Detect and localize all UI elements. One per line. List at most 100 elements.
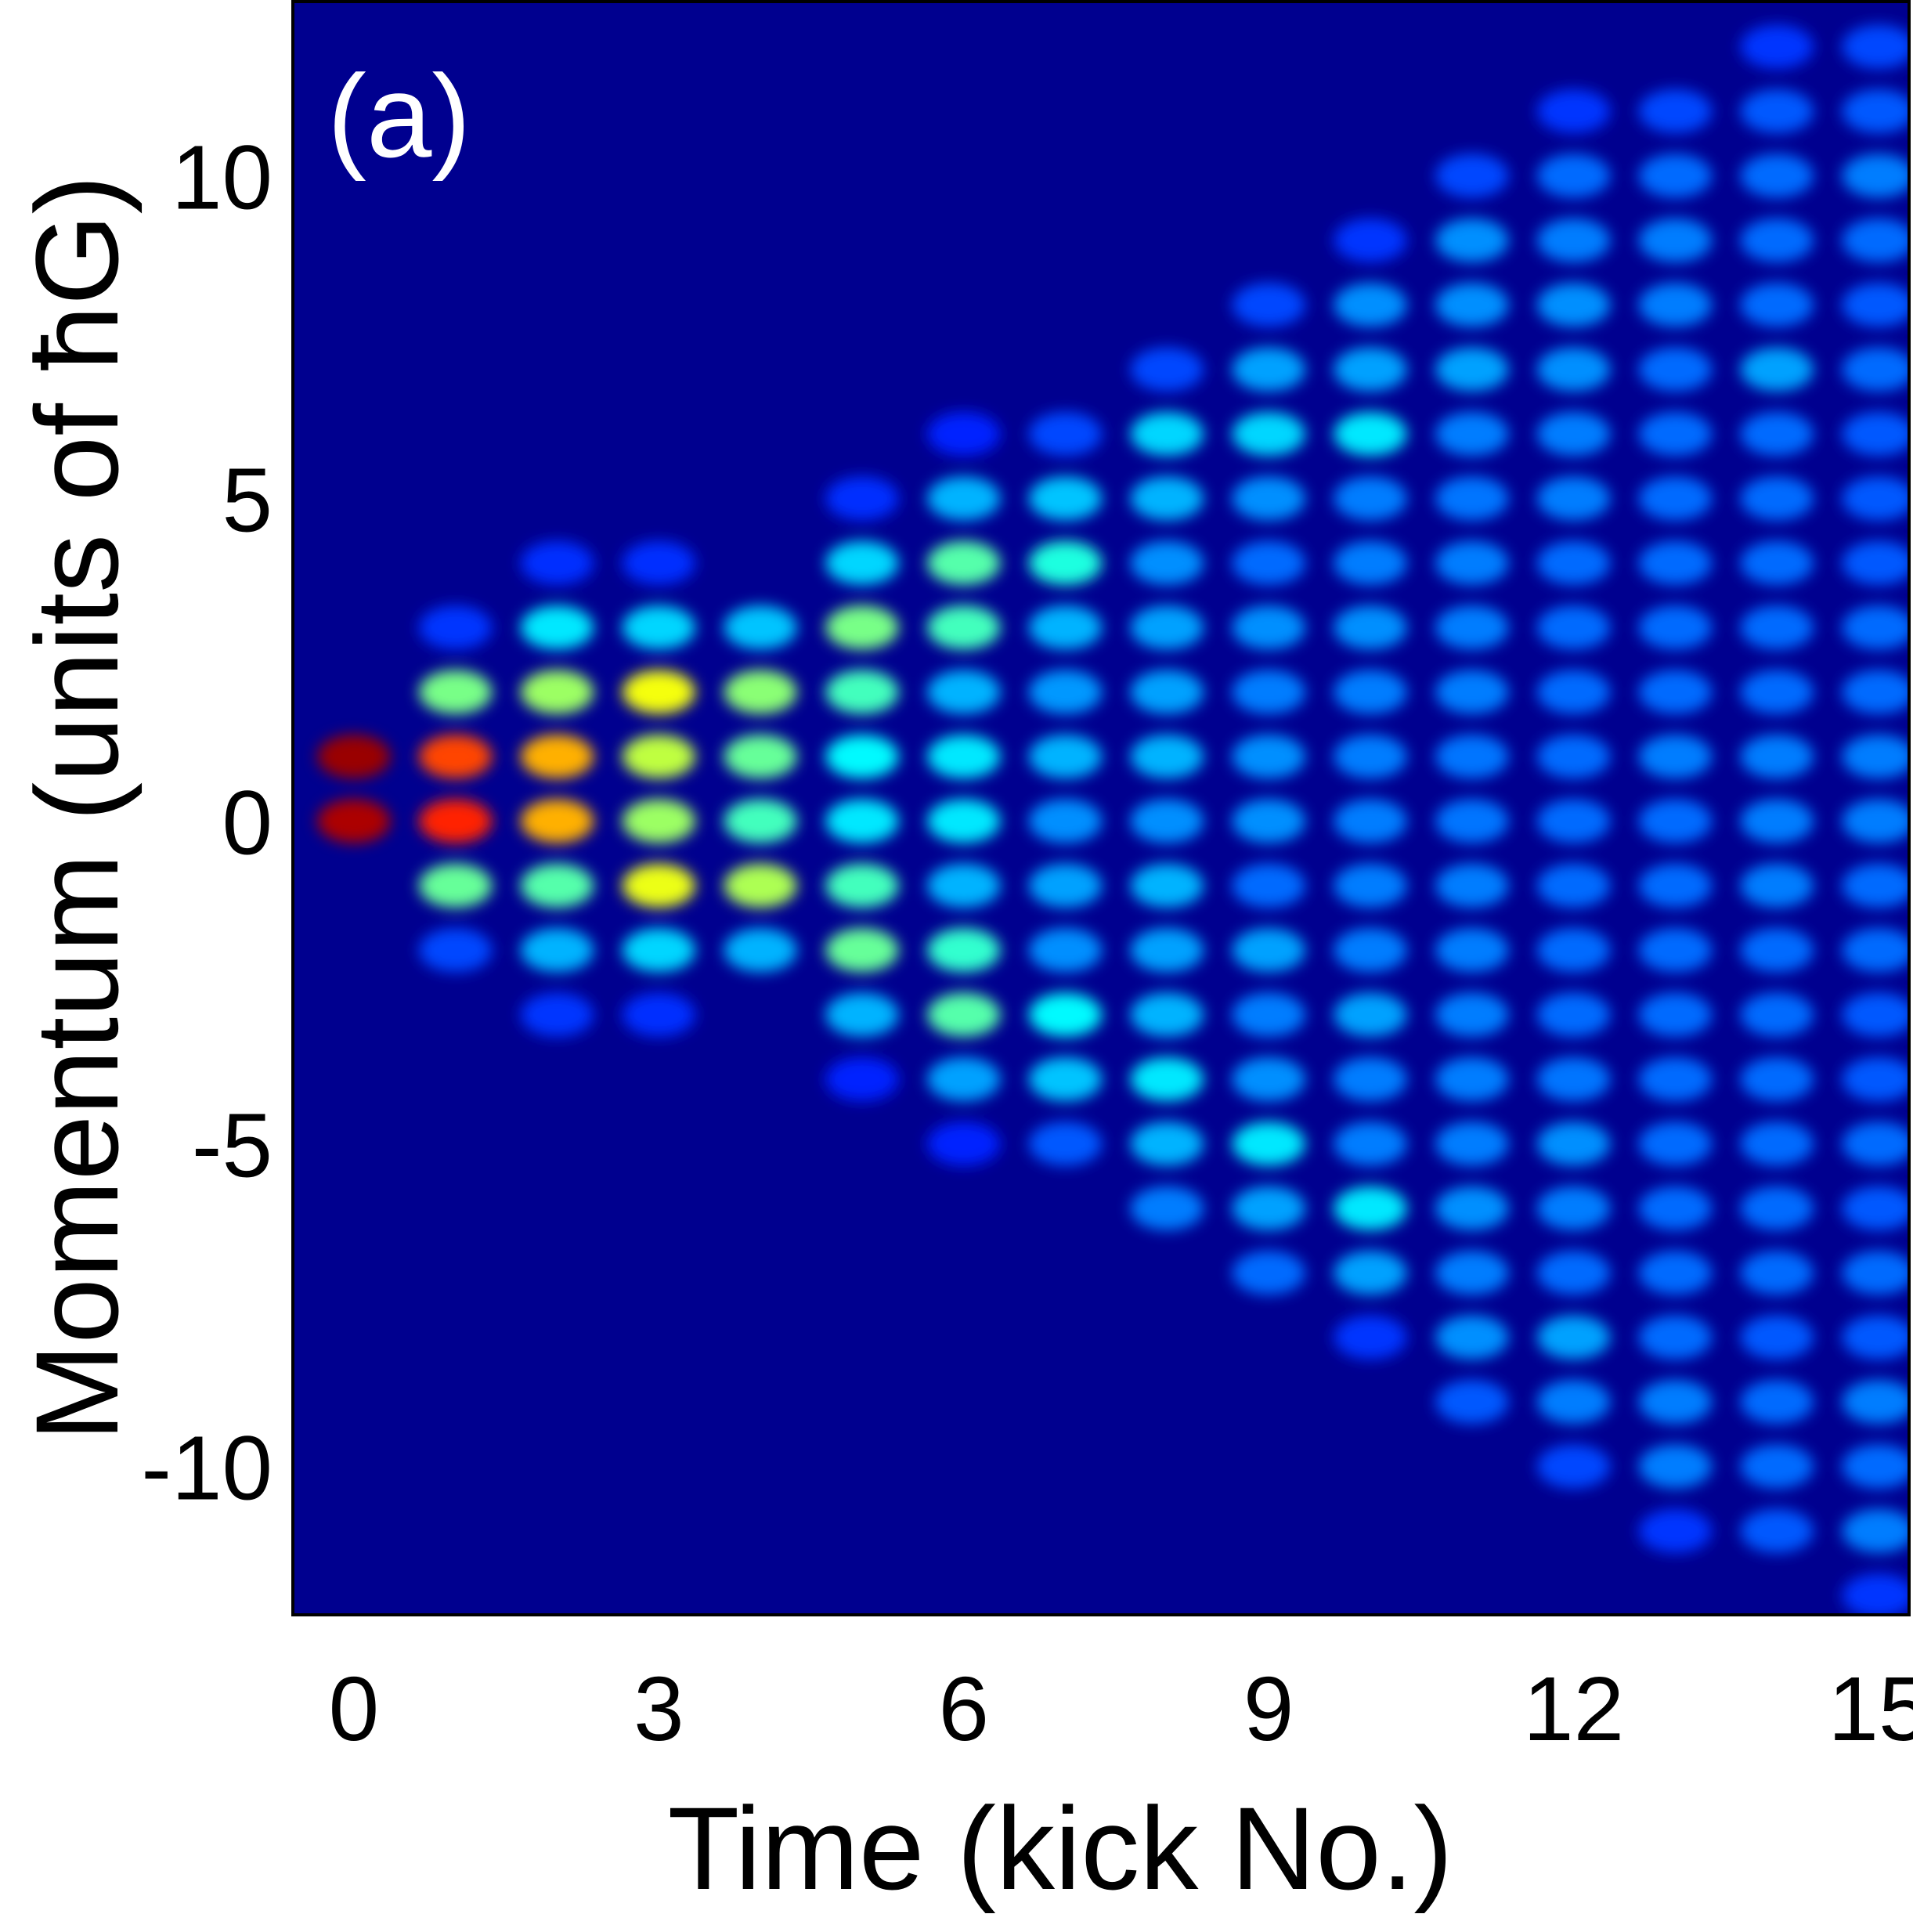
heatmap-cell — [1334, 799, 1407, 843]
heatmap-cell — [1130, 605, 1204, 650]
heatmap-cell — [418, 670, 493, 714]
heatmap-cell — [1435, 928, 1509, 973]
heatmap-cell — [927, 863, 1001, 908]
heatmap-cell — [317, 735, 391, 779]
heatmap-cell — [1232, 283, 1305, 327]
heatmap-cell — [1536, 153, 1611, 198]
heatmap-cell — [1638, 153, 1713, 198]
heatmap-cell — [927, 1121, 1001, 1166]
heatmap-cell — [1130, 1186, 1204, 1230]
heatmap-cell — [724, 605, 797, 650]
heatmap-cell — [1638, 1057, 1713, 1102]
heatmap-cell — [927, 476, 1001, 521]
heatmap-cell — [1536, 992, 1611, 1037]
heatmap-cell — [1536, 1444, 1611, 1489]
heatmap-cell — [1130, 799, 1204, 843]
heatmap-cell — [927, 1057, 1001, 1102]
heatmap-cell — [1740, 412, 1814, 457]
heatmap-cell — [1435, 218, 1509, 262]
heatmap-cell — [1638, 1380, 1713, 1425]
heatmap-cell — [1028, 735, 1103, 779]
heatmap-cell — [825, 928, 899, 973]
heatmap-cell — [1638, 735, 1713, 779]
heatmap-cell — [1435, 347, 1509, 392]
heatmap-cell — [622, 928, 696, 973]
heatmap-cell — [1435, 1057, 1509, 1102]
heatmap-cell — [1232, 1121, 1305, 1166]
heatmap-cell — [520, 928, 594, 973]
heatmap-cell — [1638, 1186, 1713, 1230]
heatmap-cell — [1536, 1057, 1611, 1102]
heatmap-cell — [1028, 540, 1103, 585]
heatmap-cell — [1435, 992, 1509, 1037]
heatmap-cell — [1842, 283, 1909, 327]
heatmap-cell — [825, 799, 899, 843]
heatmap-cell — [1334, 605, 1407, 650]
heatmap-cell — [927, 605, 1001, 650]
heatmap-cell — [1435, 476, 1509, 521]
heatmap-cell — [825, 605, 899, 650]
heatmap-cell — [1740, 1315, 1814, 1360]
heatmap-cell — [1232, 1251, 1305, 1295]
heatmap-cell — [825, 863, 899, 908]
heatmap-cell — [724, 799, 797, 843]
panel-label: (a) — [327, 50, 471, 182]
x-tick-labels: 0 3 6 9 12 15 — [329, 1658, 1913, 1760]
heatmap-cell — [520, 670, 594, 714]
heatmap-cell — [1842, 799, 1909, 843]
heatmap-cell — [1130, 1057, 1204, 1102]
heatmap-cell — [1740, 928, 1814, 973]
heatmap-cell — [1435, 1315, 1509, 1360]
heatmap-cell — [1334, 283, 1407, 327]
heatmap-cell — [1740, 1508, 1814, 1553]
y-axis-label: Momentum (units of ħG) — [11, 175, 143, 1441]
heatmap-cell — [622, 540, 696, 585]
heatmap-cell — [1130, 735, 1204, 779]
heatmap-cell — [1740, 218, 1814, 262]
heatmap-cell — [1842, 1251, 1909, 1295]
heatmap-cell — [1232, 799, 1305, 843]
heatmap-cell — [418, 605, 493, 650]
heatmap-cell — [1435, 283, 1509, 327]
heatmap-cell — [1536, 347, 1611, 392]
heatmap-cell — [1232, 992, 1305, 1037]
y-tick-label: 5 — [222, 449, 273, 551]
heatmap-cell — [520, 540, 594, 585]
heatmap-cell — [1028, 992, 1103, 1037]
heatmap-cell — [317, 799, 391, 843]
heatmap-cell — [1638, 928, 1713, 973]
heatmap-cell — [1842, 476, 1909, 521]
heatmap-cell — [927, 799, 1001, 843]
heatmap-cell — [1740, 153, 1814, 198]
heatmap-cell — [1334, 928, 1407, 973]
heatmap-cell — [1028, 799, 1103, 843]
heatmap-cell — [1232, 1186, 1305, 1230]
heatmap-cell — [1740, 1380, 1814, 1425]
heatmap-cell — [927, 412, 1001, 457]
heatmap-cell — [1334, 347, 1407, 392]
heatmap-cell — [927, 670, 1001, 714]
heatmap-cell — [1536, 1251, 1611, 1295]
heatmap-cell — [1740, 605, 1814, 650]
heatmap-cell — [1740, 540, 1814, 585]
heatmap-cell — [1536, 928, 1611, 973]
heatmap-cell — [1536, 799, 1611, 843]
heatmap-cell — [1435, 863, 1509, 908]
heatmap-cell — [1536, 540, 1611, 585]
y-tick-labels: -10 -5 0 5 10 — [141, 126, 273, 1519]
heatmap-cell — [1536, 735, 1611, 779]
heatmap-cell — [927, 735, 1001, 779]
heatmap-cell — [1435, 735, 1509, 779]
heatmap-cell — [1638, 1251, 1713, 1295]
heatmap-cell — [1638, 1508, 1713, 1553]
heatmap-cell — [1842, 347, 1909, 392]
heatmap-cell — [1536, 670, 1611, 714]
heatmap-cell — [724, 863, 797, 908]
heatmap-cell — [825, 735, 899, 779]
heatmap-cell — [1638, 605, 1713, 650]
y-tick-label: 10 — [171, 126, 273, 228]
heatmap-cell — [1638, 283, 1713, 327]
y-tick-label: 0 — [222, 771, 273, 873]
heatmap-cell — [1740, 735, 1814, 779]
heatmap-cell — [1638, 1444, 1713, 1489]
